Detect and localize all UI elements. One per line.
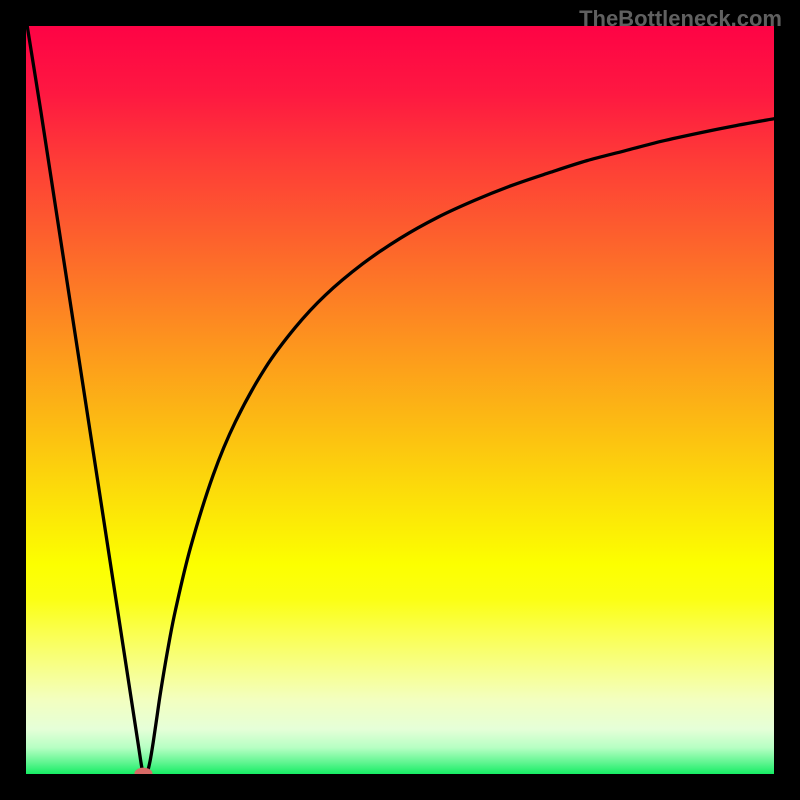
watermark-text: TheBottleneck.com (579, 6, 782, 32)
bottleneck-chart (0, 0, 800, 800)
plot-gradient-area (26, 26, 774, 774)
